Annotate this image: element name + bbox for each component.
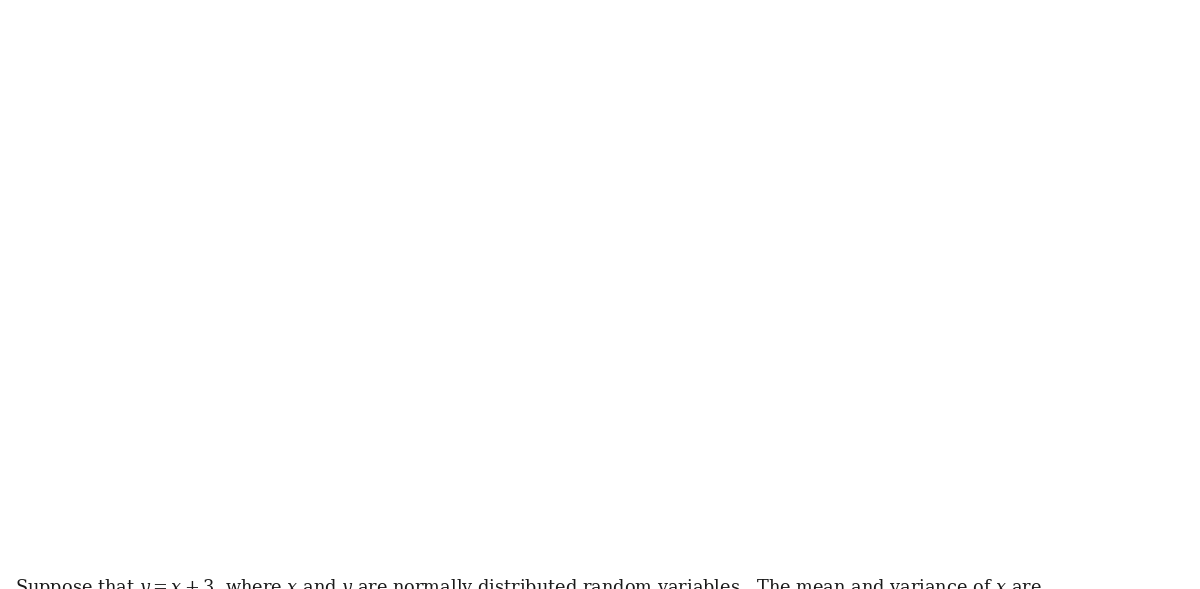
Text: Suppose that $y = x + 3$, where $x$ and $y$ are normally distributed random vari: Suppose that $y = x + 3$, where $x$ and … [14,577,1042,589]
